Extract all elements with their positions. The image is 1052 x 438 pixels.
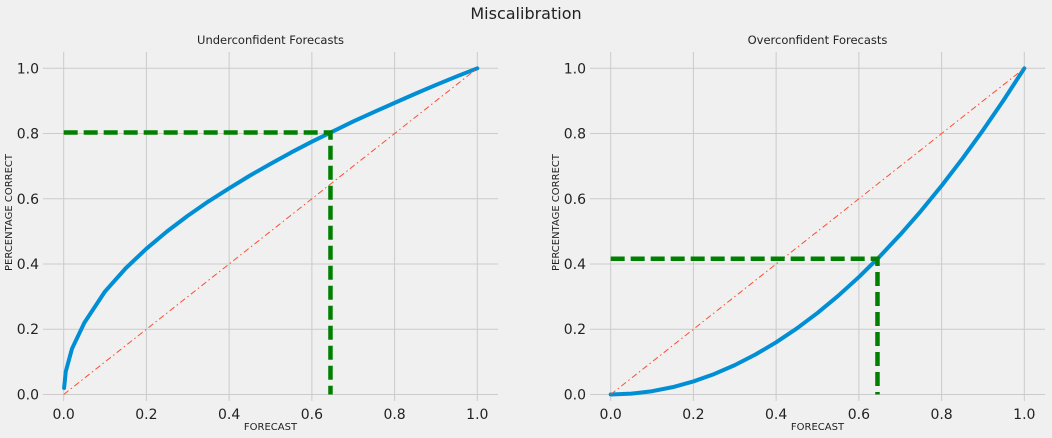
x-tick-label: 0.4 — [218, 407, 240, 423]
x-tick-label: 1.0 — [1013, 407, 1035, 423]
y-tick-label: 1.0 — [17, 61, 39, 77]
y-tick-label: 0.6 — [17, 192, 39, 208]
reference-marker-line — [610, 256, 880, 395]
y-tick-label: 0.4 — [17, 257, 39, 273]
figure-title: Miscalibration — [470, 4, 582, 23]
x-tick-label: 0.2 — [135, 407, 157, 423]
subplot-1: 0.0 0.2 0.4 0.6 0.8 1.0 0.0 0.2 0.4 0.6 0.8 1.0 Unde… — [4, 33, 498, 433]
y-tick-label: 0.4 — [564, 257, 586, 273]
subplot-title: Underconfident Forecasts — [197, 33, 344, 47]
y-axis-label: PERCENTAGE CORRECT — [4, 153, 15, 271]
x-axis-label: FORECAST — [791, 422, 845, 433]
y-tick-label: 0.6 — [564, 192, 586, 208]
x-axis-label: FORECAST — [244, 422, 298, 433]
y-tick-label: 0.8 — [564, 127, 586, 143]
subplot-2: 0.0 0.2 0.4 0.6 0.8 1.0 0.0 0.2 0.4 0.6 0.8 1.0 Over… — [551, 33, 1045, 433]
x-tick-label: 0.8 — [383, 407, 405, 423]
x-tick-label: 0.6 — [301, 407, 323, 423]
calibration-curve — [62, 66, 480, 390]
y-tick-label: 0.0 — [564, 387, 586, 403]
x-tick-label: 1.0 — [466, 407, 488, 423]
y-axis-label: PERCENTAGE CORRECT — [551, 153, 562, 271]
x-tick-label: 0.2 — [682, 407, 704, 423]
y-tick-label: 0.0 — [17, 387, 39, 403]
y-tick-label: 0.2 — [17, 322, 39, 338]
calibration-curve — [608, 66, 1027, 397]
x-tick-label: 0.0 — [600, 407, 622, 423]
y-tick-label: 1.0 — [564, 61, 586, 77]
y-tick-label: 0.2 — [564, 322, 586, 338]
x-tick-label: 0.0 — [53, 407, 75, 423]
y-tick-label: 0.8 — [17, 127, 39, 143]
x-tick-label: 0.4 — [765, 407, 787, 423]
perfect-calibration-line — [63, 67, 478, 395]
subplot-title: Overconfident Forecasts — [748, 33, 888, 47]
perfect-calibration-line — [610, 67, 1025, 395]
reference-marker-line — [63, 130, 333, 395]
x-tick-label: 0.6 — [848, 407, 870, 423]
x-tick-label: 0.8 — [930, 407, 952, 423]
